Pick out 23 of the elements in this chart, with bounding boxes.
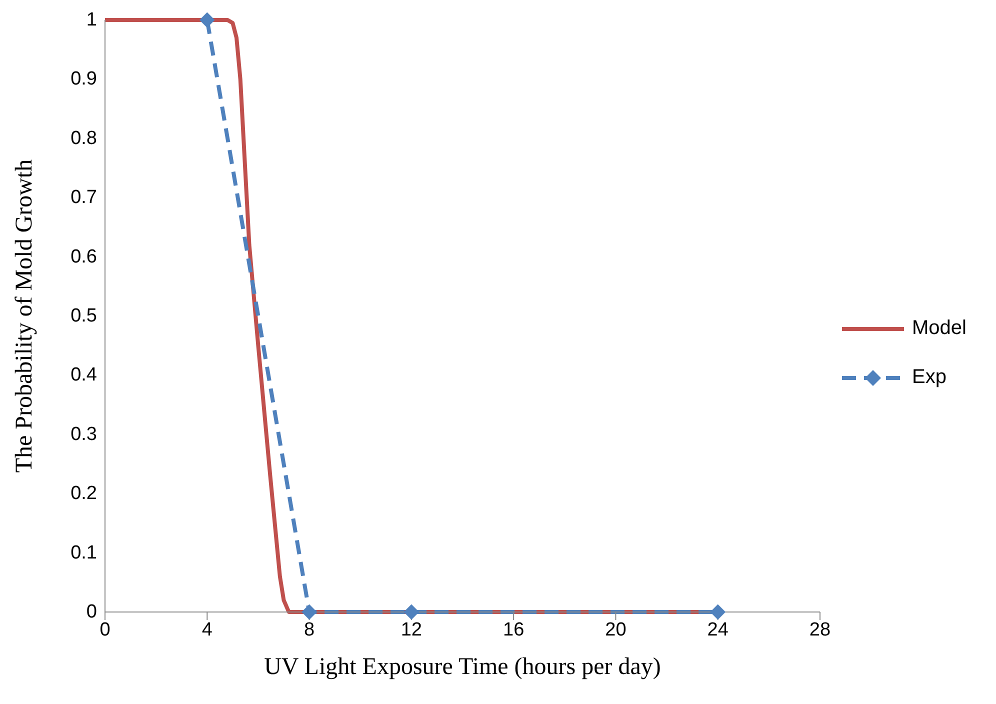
legend-label: Exp (912, 366, 946, 389)
x-tick-label: 16 (503, 619, 524, 640)
y-tick-label: 0 (86, 602, 97, 622)
x-tick-label: 8 (304, 619, 315, 640)
x-tick-label: 28 (809, 619, 831, 640)
x-tick-label: 24 (707, 619, 729, 640)
y-tick-label: 0.2 (70, 483, 97, 504)
y-tick-label: 0.9 (70, 68, 97, 90)
y-tick-label: 0.4 (70, 364, 98, 386)
x-axis-title: UV Light Exposure Time (hours per day) (264, 654, 661, 680)
y-axis-title: The Probability of Mold Growth (12, 159, 38, 473)
x-tick-label: 20 (605, 619, 626, 640)
y-tick-label: 0.5 (70, 306, 97, 326)
y-tick-label: 0.8 (70, 128, 97, 149)
y-tick-label: 0.6 (70, 246, 97, 268)
y-tick-label: 0.7 (70, 187, 97, 208)
x-tick-label: 0 (100, 619, 110, 640)
x-tick-label: 4 (202, 619, 213, 640)
y-tick-label: 1 (86, 10, 97, 30)
x-tick-label: 12 (400, 619, 422, 640)
y-tick-label: 0.1 (70, 542, 97, 564)
legend-label: Model (912, 317, 966, 340)
y-tick-label: 0.3 (70, 424, 97, 445)
